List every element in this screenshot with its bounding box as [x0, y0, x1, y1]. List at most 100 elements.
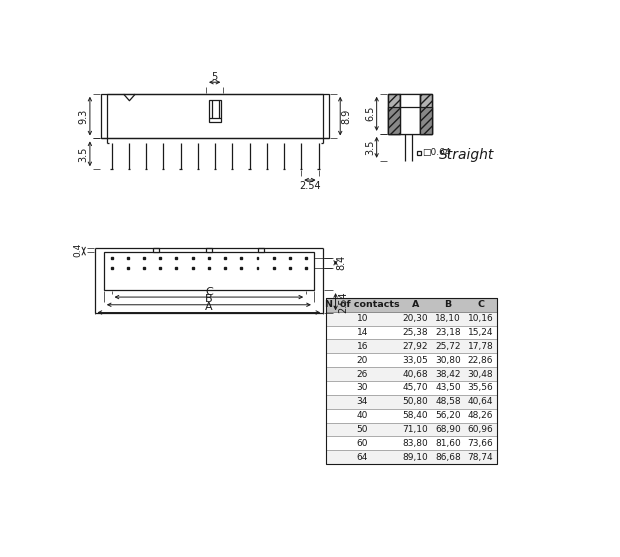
Text: 34: 34: [356, 397, 368, 406]
Text: □0.64: □0.64: [422, 148, 451, 157]
Text: N. of contacts: N. of contacts: [325, 300, 400, 309]
Bar: [326, 312, 497, 325]
Text: 71,10: 71,10: [402, 425, 428, 434]
Text: 3.5: 3.5: [365, 140, 376, 155]
Bar: [388, 94, 400, 134]
Text: 40,68: 40,68: [402, 370, 428, 379]
Text: 50: 50: [356, 425, 368, 434]
Bar: [259, 248, 265, 252]
Bar: [326, 437, 497, 450]
Bar: [326, 298, 497, 312]
Bar: [224, 257, 226, 259]
Bar: [210, 100, 221, 121]
Text: 60,96: 60,96: [467, 425, 494, 434]
Text: 35,56: 35,56: [467, 383, 494, 393]
Bar: [326, 395, 497, 409]
Text: 3.5: 3.5: [79, 146, 89, 162]
Bar: [159, 267, 161, 269]
Text: B: B: [445, 300, 451, 309]
Text: 25,38: 25,38: [402, 328, 428, 337]
Bar: [289, 257, 291, 259]
Bar: [257, 267, 259, 269]
Bar: [192, 267, 193, 269]
Text: 15,24: 15,24: [467, 328, 494, 337]
Bar: [326, 423, 497, 437]
Text: 50,80: 50,80: [402, 397, 428, 406]
Bar: [326, 450, 497, 464]
Bar: [175, 267, 177, 269]
Text: 10,16: 10,16: [467, 314, 494, 323]
Text: 30,48: 30,48: [467, 370, 494, 379]
Text: 73,66: 73,66: [467, 439, 494, 448]
Text: 20,30: 20,30: [402, 314, 428, 323]
Text: 2.54: 2.54: [339, 291, 348, 312]
Text: Straight: Straight: [439, 148, 494, 162]
Bar: [326, 367, 497, 381]
Bar: [110, 257, 113, 259]
Text: C: C: [477, 300, 484, 309]
Text: 14: 14: [356, 328, 368, 337]
Bar: [326, 353, 497, 367]
Text: 81,60: 81,60: [435, 439, 461, 448]
Bar: [127, 267, 129, 269]
Bar: [388, 94, 433, 134]
Text: 8.4: 8.4: [337, 255, 347, 271]
Bar: [326, 409, 497, 423]
Text: 60: 60: [356, 439, 368, 448]
Bar: [224, 267, 226, 269]
Text: 16: 16: [356, 342, 368, 351]
Text: 9.3: 9.3: [79, 109, 89, 124]
Bar: [273, 267, 275, 269]
Text: 22,86: 22,86: [467, 356, 494, 365]
Text: A: A: [205, 302, 213, 312]
Text: 56,20: 56,20: [435, 411, 461, 420]
Bar: [420, 107, 433, 134]
Bar: [400, 94, 420, 134]
Text: 40,64: 40,64: [467, 397, 494, 406]
Bar: [388, 94, 400, 134]
Bar: [107, 94, 323, 139]
Bar: [100, 94, 329, 139]
Text: 48,58: 48,58: [435, 397, 461, 406]
Bar: [289, 267, 291, 269]
Text: 23,18: 23,18: [435, 328, 461, 337]
Bar: [110, 267, 113, 269]
Bar: [104, 252, 314, 290]
Text: 0.4: 0.4: [73, 243, 82, 257]
Bar: [388, 107, 400, 134]
Bar: [326, 339, 497, 353]
Bar: [420, 94, 433, 134]
Text: 20: 20: [356, 356, 368, 365]
Bar: [417, 151, 421, 155]
Text: 26: 26: [356, 370, 368, 379]
Text: A: A: [412, 300, 419, 309]
Bar: [192, 257, 193, 259]
Text: 48,26: 48,26: [467, 411, 494, 420]
Text: C: C: [205, 287, 213, 297]
Text: 58,40: 58,40: [402, 411, 428, 420]
Bar: [326, 325, 497, 339]
Bar: [143, 257, 145, 259]
Text: 17,78: 17,78: [467, 342, 494, 351]
Text: 38,42: 38,42: [435, 370, 461, 379]
Bar: [241, 257, 242, 259]
Text: 25,72: 25,72: [435, 342, 461, 351]
Text: B: B: [205, 295, 213, 304]
Bar: [257, 257, 259, 259]
Text: 78,74: 78,74: [467, 453, 494, 462]
Text: 18,10: 18,10: [435, 314, 461, 323]
Text: 64: 64: [356, 453, 368, 462]
Bar: [143, 267, 145, 269]
Text: 6.5: 6.5: [365, 106, 376, 121]
Text: 5: 5: [211, 72, 218, 82]
Bar: [206, 248, 212, 252]
Text: 45,70: 45,70: [402, 383, 428, 393]
Text: 43,50: 43,50: [435, 383, 461, 393]
Text: 68,90: 68,90: [435, 425, 461, 434]
Bar: [420, 94, 433, 134]
Text: 83,80: 83,80: [402, 439, 428, 448]
Bar: [326, 298, 497, 464]
Bar: [305, 257, 307, 259]
Text: 8.9: 8.9: [342, 109, 352, 124]
Bar: [208, 267, 210, 269]
